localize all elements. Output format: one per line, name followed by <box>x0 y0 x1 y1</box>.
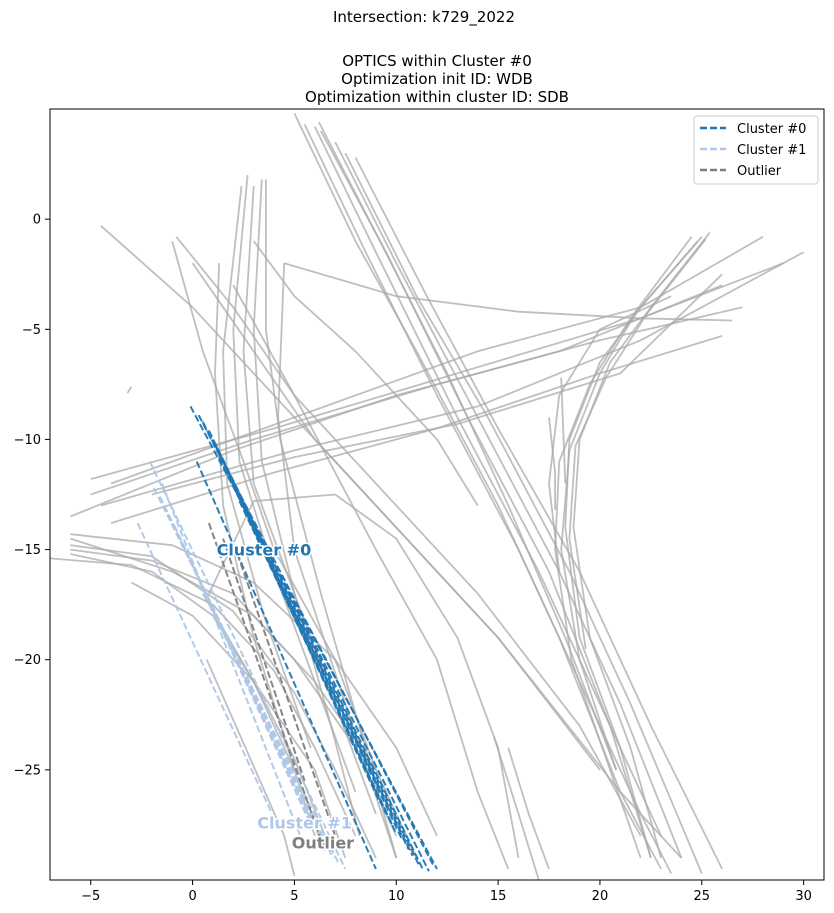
background-tracks <box>50 113 805 880</box>
cluster-1-track-6 <box>136 522 273 815</box>
x-tick-label: 15 <box>490 889 507 904</box>
chart-title-line-1: OPTICS within Cluster #0 <box>342 52 532 70</box>
background-track-38 <box>572 231 711 859</box>
cluster-tracks <box>136 405 438 872</box>
background-track-0 <box>70 537 418 859</box>
background-track-24 <box>344 152 703 874</box>
background-track-45 <box>205 659 296 876</box>
background-track-41 <box>548 417 556 510</box>
x-tick-label: 5 <box>290 889 298 904</box>
cluster-1-track-7 <box>161 483 306 848</box>
background-track-13 <box>110 236 764 485</box>
background-track-9 <box>90 262 784 480</box>
cluster-1-track-8 <box>177 533 310 821</box>
background-track-3 <box>70 553 316 837</box>
background-track-46 <box>493 736 540 880</box>
background-track-15 <box>252 240 479 506</box>
figure-suptitle: Intersection: k729_2022 <box>333 8 515 27</box>
background-track-44 <box>126 386 133 394</box>
legend-label-cluster0: Cluster #0 <box>737 122 806 137</box>
outlier-track-1 <box>222 538 306 782</box>
background-track-2 <box>50 557 357 837</box>
background-track-34 <box>171 240 377 771</box>
x-axis: −5 0 5 10 15 20 25 30 <box>81 880 812 904</box>
y-axis: 0 −5 −10 −15 −20 −25 <box>14 213 50 778</box>
x-tick-label: 10 <box>388 889 405 904</box>
background-track-10 <box>100 251 805 507</box>
background-track-4 <box>70 544 377 859</box>
x-tick-label: 30 <box>795 889 812 904</box>
chart-title-line-2: Optimization init ID: WDB <box>341 70 533 88</box>
background-track-31 <box>222 186 312 749</box>
background-track-25 <box>354 157 724 870</box>
background-track-6 <box>70 533 438 837</box>
background-track-20 <box>303 124 673 874</box>
background-track-32 <box>264 179 398 859</box>
background-track-7 <box>70 284 723 518</box>
legend: Cluster #0 Cluster #1 Outlier <box>693 115 819 185</box>
background-track-40 <box>568 238 707 649</box>
legend-label-outlier: Outlier <box>737 164 782 179</box>
cluster-0-track-4 <box>214 443 420 866</box>
cluster-1-track-0 <box>148 461 347 870</box>
background-track-19 <box>293 113 662 870</box>
cluster-0-track-11 <box>248 520 381 804</box>
legend-label-cluster1: Cluster #1 <box>737 143 806 158</box>
outlier-track-0 <box>207 522 326 852</box>
background-track-37 <box>554 236 693 859</box>
background-track-48 <box>232 284 510 870</box>
cluster-label-2: Outlier <box>292 834 354 853</box>
y-tick-label: −10 <box>14 433 41 448</box>
x-tick-label: 25 <box>694 889 711 904</box>
y-tick-label: −20 <box>14 653 41 668</box>
y-tick-label: −25 <box>14 763 41 778</box>
y-tick-label: −15 <box>14 543 41 558</box>
background-track-26 <box>318 121 618 771</box>
background-track-21 <box>313 126 662 837</box>
cluster-0-track-12 <box>195 461 377 870</box>
background-track-42 <box>548 295 672 572</box>
background-track-43 <box>560 377 567 484</box>
plot-frame <box>49 108 825 881</box>
y-tick-label: 0 <box>33 213 41 228</box>
legend-box <box>693 115 819 185</box>
background-track-14 <box>283 262 733 322</box>
background-track-47 <box>507 747 550 870</box>
background-track-23 <box>334 141 683 859</box>
y-tick-label: −5 <box>22 323 41 338</box>
x-tick-label: −5 <box>81 889 100 904</box>
background-track-30 <box>214 263 296 771</box>
chart-title-line-3: Optimization within cluster ID: SDB <box>305 88 569 106</box>
background-track-29 <box>252 179 361 837</box>
x-tick-label: 0 <box>188 889 196 904</box>
background-track-17 <box>175 236 642 837</box>
x-tick-label: 20 <box>592 889 609 904</box>
cluster-1-track-4 <box>167 513 322 841</box>
background-track-8 <box>90 306 743 496</box>
cluster-label-0: Cluster #0 <box>217 541 312 560</box>
cluster-label-1: Cluster #1 <box>257 814 352 833</box>
background-track-28 <box>232 175 357 793</box>
